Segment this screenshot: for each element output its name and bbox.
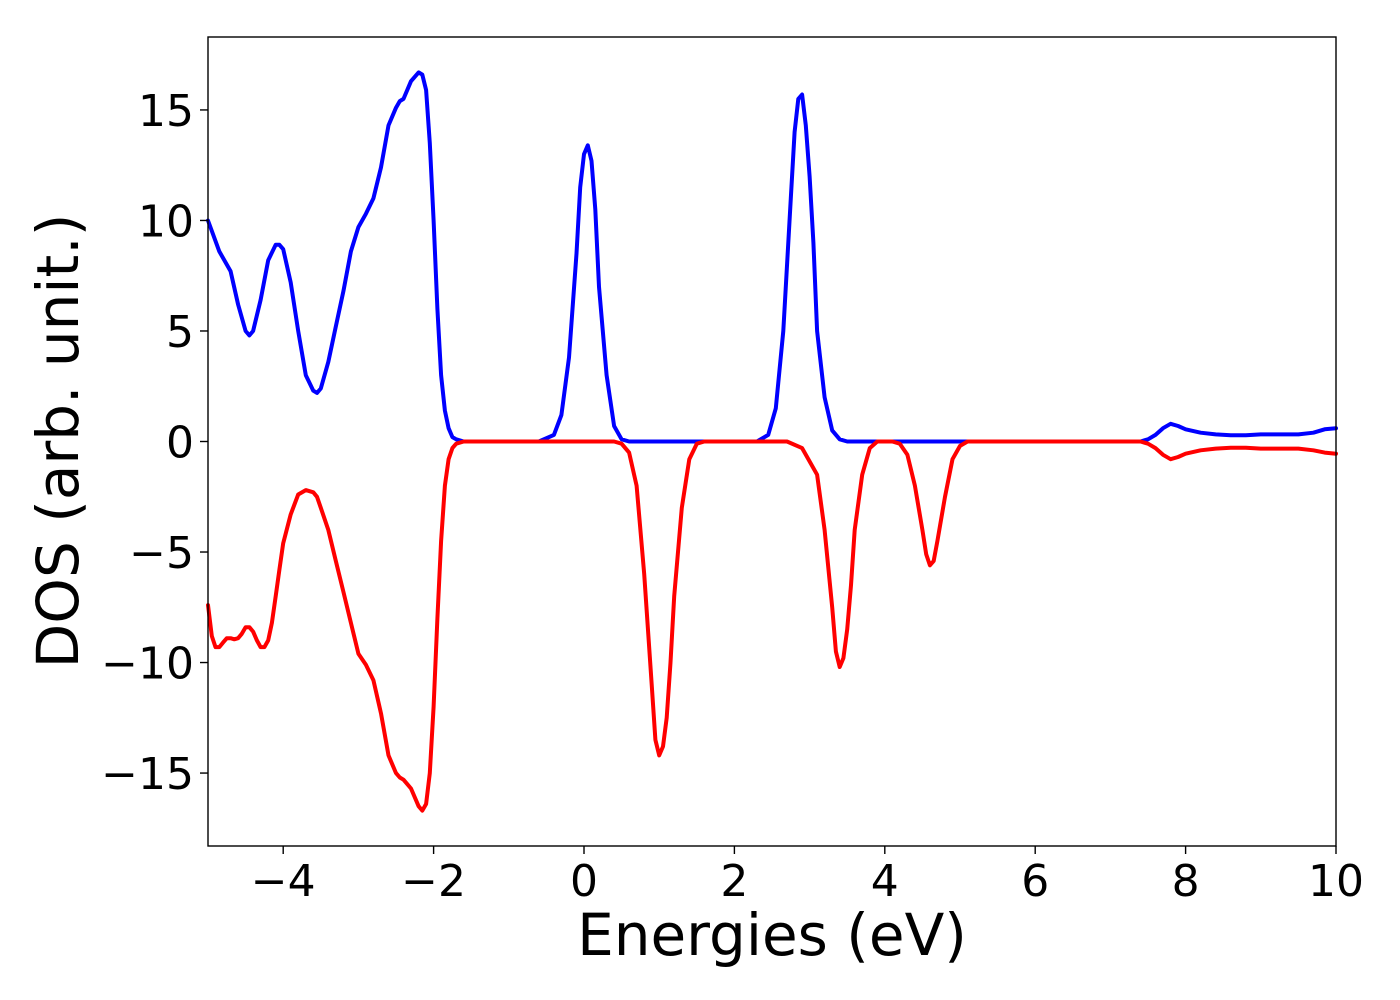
y-axis-title: DOS (arb. unit.): [24, 214, 92, 669]
y-tick-label: −5: [129, 528, 194, 579]
y-tick-label: −15: [101, 749, 194, 800]
x-tick-label: 6: [1021, 856, 1049, 907]
x-tick-label: −4: [251, 856, 316, 907]
series-line-2: [206, 439, 1338, 813]
x-axis-title: Energies (eV): [577, 901, 967, 969]
x-tick-label: 0: [570, 856, 598, 907]
y-tick-label: 0: [166, 418, 194, 469]
y-tick-label: −10: [101, 639, 194, 690]
x-tick-label: −2: [401, 856, 466, 907]
y-tick-label: 5: [166, 307, 194, 358]
x-tick-label: 10: [1308, 856, 1364, 907]
y-axis-ticks: −15 −10 −5 0 5 10 15: [101, 86, 208, 800]
x-axis-ticks: −4 −2 0 2 4 6 8 10: [251, 846, 1364, 907]
y-tick-label: 10: [138, 196, 194, 247]
x-tick-label: 4: [871, 856, 899, 907]
x-tick-label: 8: [1172, 856, 1200, 907]
y-tick-label: 15: [138, 86, 194, 137]
series-layer: [206, 70, 1338, 813]
x-tick-label: 2: [720, 856, 748, 907]
